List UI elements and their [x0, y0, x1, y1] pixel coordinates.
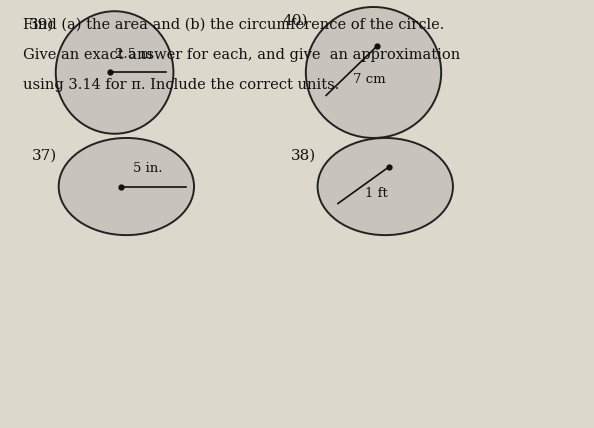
Text: using 3.14 for π. Include the correct units.: using 3.14 for π. Include the correct un… [23, 78, 340, 92]
Text: 39): 39) [29, 18, 55, 32]
Text: 40): 40) [282, 13, 308, 27]
Ellipse shape [318, 138, 453, 235]
Text: 37): 37) [32, 149, 58, 163]
Ellipse shape [306, 7, 441, 138]
Text: 5 in.: 5 in. [134, 162, 163, 175]
Ellipse shape [56, 11, 173, 134]
Text: Give an exact answer for each, and give  an approximation: Give an exact answer for each, and give … [23, 48, 460, 62]
Text: 2.5 m: 2.5 m [115, 48, 153, 61]
Text: 38): 38) [291, 149, 317, 163]
Ellipse shape [59, 138, 194, 235]
Text: 7 cm: 7 cm [353, 73, 386, 86]
Text: 1 ft: 1 ft [365, 187, 388, 200]
Text: Find (a) the area and (b) the circumference of the circle.: Find (a) the area and (b) the circumfere… [23, 18, 445, 32]
